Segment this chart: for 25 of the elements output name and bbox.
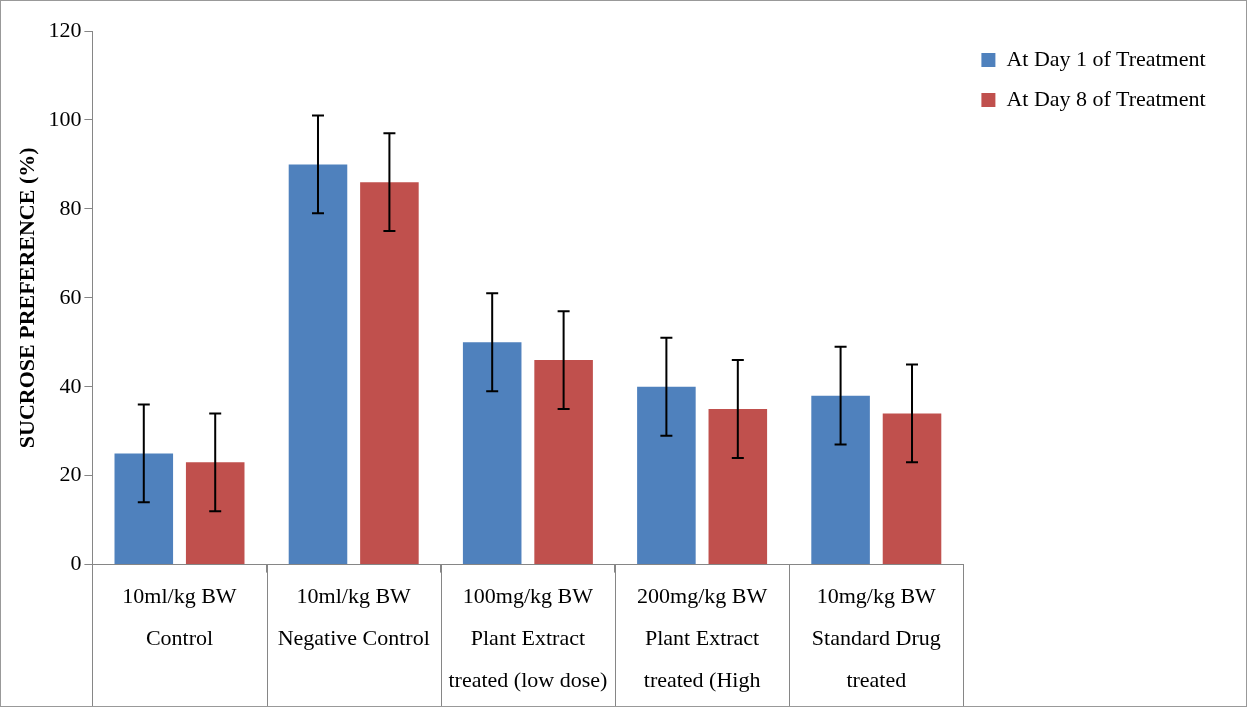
- y-tick-label: 80: [59, 194, 82, 220]
- y-axis-title: SUCROSE PREFERENCE (%): [13, 147, 39, 449]
- x-tick-label: 10mg/kg BW Standard Drug treated: [811, 583, 941, 692]
- y-tick-label: 20: [59, 461, 82, 487]
- y-tick-label: 40: [59, 372, 82, 398]
- legend-label: At Day 8 of Treatment: [1006, 85, 1206, 111]
- bar: [462, 342, 522, 565]
- bar: [185, 462, 245, 565]
- bar: [708, 408, 768, 565]
- x-tick-label: 10ml/kg BW Negative Control: [277, 583, 430, 651]
- x-tick-label: 200mg/kg BW Plant Extract treated (High: [637, 583, 768, 692]
- bar: [114, 453, 174, 565]
- y-tick-label: 0: [70, 550, 82, 576]
- y-tick-label: 120: [48, 16, 82, 42]
- bar: [534, 360, 593, 565]
- bar: [360, 182, 419, 565]
- y-tick-label: 100: [48, 105, 82, 131]
- bar: [811, 395, 870, 565]
- legend-label: At Day 1 of Treatment: [1006, 45, 1206, 71]
- x-tick-label: 10ml/kg BW Control: [122, 583, 237, 651]
- bar: [288, 164, 348, 565]
- bar: [882, 413, 942, 565]
- x-tick-label: 100mg/kg BW Plant Extract treated (low dose): [448, 583, 608, 692]
- y-tick-label: 60: [59, 283, 82, 309]
- bar: [637, 386, 696, 565]
